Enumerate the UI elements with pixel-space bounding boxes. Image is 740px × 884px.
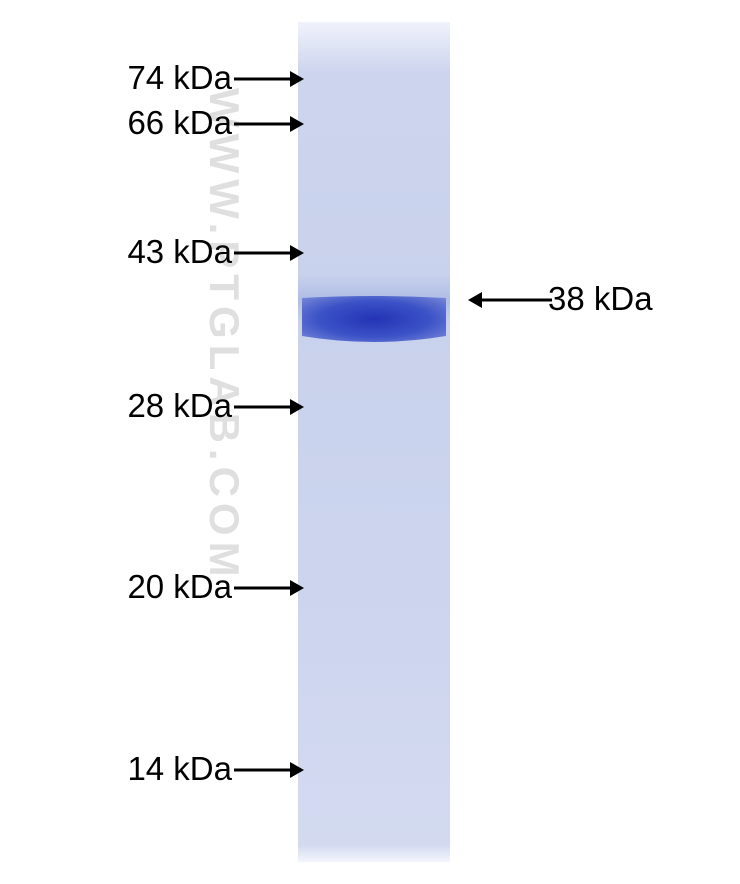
watermark-text: WWW.PTGLAB.COM bbox=[200, 88, 248, 768]
marker-label: 74 kDa bbox=[127, 59, 232, 97]
marker-arrow-icon bbox=[234, 243, 306, 263]
marker-arrow-icon bbox=[234, 760, 306, 780]
marker-arrow-icon bbox=[234, 69, 306, 89]
marker-label: 28 kDa bbox=[127, 387, 232, 425]
target-arrow-icon bbox=[468, 290, 554, 310]
marker-arrow-icon bbox=[234, 397, 306, 417]
marker-label: 43 kDa bbox=[127, 233, 232, 271]
marker-label: 14 kDa bbox=[127, 750, 232, 788]
marker-label: 20 kDa bbox=[127, 568, 232, 606]
marker-arrow-icon bbox=[234, 114, 306, 134]
protein-band bbox=[302, 288, 446, 348]
marker-arrow-icon bbox=[234, 578, 306, 598]
marker-label: 66 kDa bbox=[127, 104, 232, 142]
target-label: 38 kDa bbox=[548, 280, 653, 318]
gel-lane bbox=[298, 22, 450, 862]
